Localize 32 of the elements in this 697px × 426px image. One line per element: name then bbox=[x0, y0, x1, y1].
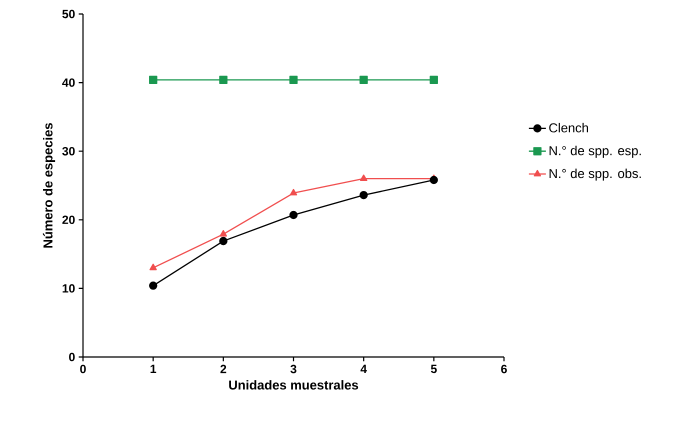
x-tick-label: 3 bbox=[290, 364, 296, 374]
y-tick-label: 50 bbox=[62, 10, 75, 18]
point bbox=[220, 230, 228, 237]
point bbox=[149, 76, 158, 84]
point bbox=[430, 76, 438, 84]
legend-label: N.° de spp. esp. bbox=[550, 146, 641, 158]
x-tick-label: 4 bbox=[360, 364, 367, 373]
y-tick-label: 30 bbox=[62, 146, 75, 156]
x-tick-label: 0 bbox=[80, 364, 86, 374]
point bbox=[289, 210, 298, 220]
point bbox=[360, 190, 368, 200]
point bbox=[219, 76, 228, 84]
point bbox=[360, 76, 368, 84]
y-tick-label: 20 bbox=[62, 216, 75, 224]
y-axis-title: Número de especies bbox=[42, 123, 56, 248]
point bbox=[219, 236, 228, 246]
y-tick-label: 10 bbox=[62, 284, 75, 293]
x-tick-label: 5 bbox=[430, 364, 437, 374]
y-tick-label: 40 bbox=[62, 78, 75, 87]
point bbox=[289, 76, 298, 84]
x-axis-title: Unidades muestrales bbox=[229, 380, 358, 390]
point bbox=[290, 188, 298, 196]
point bbox=[150, 264, 157, 270]
y-tick-label: 0 bbox=[69, 352, 75, 362]
x-tick-label: 6 bbox=[501, 364, 507, 374]
point bbox=[360, 174, 368, 182]
x-tick-label: 1 bbox=[150, 364, 156, 373]
point bbox=[430, 176, 438, 184]
legend-label: N.° de spp. obs. bbox=[550, 168, 641, 181]
x-tick-label: 2 bbox=[220, 364, 226, 374]
legend-label: Clench bbox=[549, 122, 588, 132]
point bbox=[149, 282, 158, 290]
